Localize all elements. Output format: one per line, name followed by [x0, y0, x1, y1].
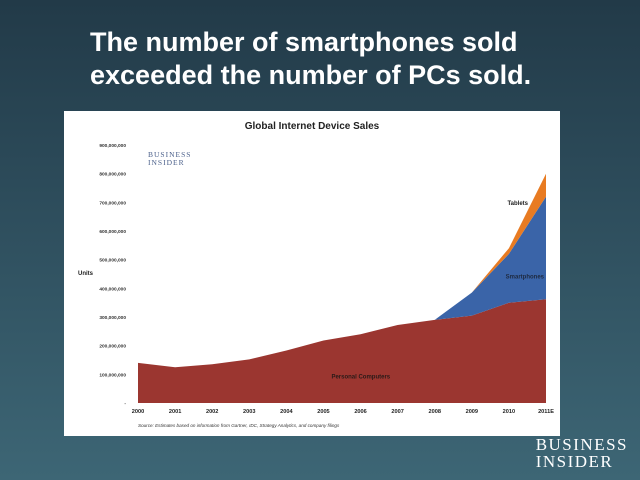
y-tick-label: 600,000,000 — [99, 229, 126, 235]
x-tick-label: 2000 — [132, 409, 144, 415]
x-tick-label: 2001 — [169, 409, 181, 415]
y-axis-label: Units — [78, 271, 94, 277]
y-tick-label: 900,000,000 — [99, 143, 126, 149]
x-tick-label: 2004 — [280, 409, 293, 415]
area-personal-computers — [138, 299, 546, 403]
slide-title: The number of smartphones sold exceeded … — [0, 26, 640, 92]
x-tick-label: 2010 — [503, 409, 515, 415]
chart-watermark-line-2: INSIDER — [148, 158, 185, 167]
x-tick-label: 2003 — [243, 409, 255, 415]
y-tick-label: 300,000,000 — [99, 315, 126, 321]
x-tick-label: 2002 — [206, 409, 218, 415]
area-chart: Global Internet Device Sales BUSINESS IN… — [78, 121, 554, 428]
chart-watermark-line-1: BUSINESS — [148, 150, 191, 159]
y-tick-label: 200,000,000 — [99, 344, 126, 350]
x-tick-label: 2006 — [354, 409, 366, 415]
y-tick-label: 700,000,000 — [99, 200, 126, 206]
slide-title-line-1: The number of smartphones sold — [90, 27, 518, 57]
y-tick-label: 400,000,000 — [99, 286, 126, 292]
x-tick-label: 2007 — [391, 409, 403, 415]
business-insider-logo: BUSINESS INSIDER — [536, 436, 628, 470]
chart-panel: Global Internet Device Sales BUSINESS IN… — [64, 111, 560, 436]
series-label-smartphones: Smartphones — [506, 274, 545, 280]
x-tick-label: 2009 — [466, 409, 478, 415]
series-label-personal-computers: Personal Computers — [331, 375, 390, 381]
x-tick-label: 2011E — [538, 409, 554, 415]
y-tick-label: - — [124, 402, 126, 407]
series-label-tablets: Tablets — [507, 201, 528, 207]
slide-title-line-2: exceeded the number of PCs sold. — [90, 60, 532, 90]
x-tick-label: 2008 — [429, 409, 441, 415]
chart-title: Global Internet Device Sales — [245, 121, 380, 132]
x-tick-label: 2005 — [317, 409, 329, 415]
y-tick-label: 100,000,000 — [99, 372, 126, 378]
y-tick-label: 500,000,000 — [99, 258, 126, 264]
logo-line-2: INSIDER — [535, 452, 614, 471]
logo-line-1: BUSINESS — [535, 435, 628, 454]
area-smartphones — [434, 196, 546, 320]
y-tick-label: 800,000,000 — [99, 172, 126, 178]
chart-source-note: Source: Estimates based on information f… — [138, 423, 340, 428]
